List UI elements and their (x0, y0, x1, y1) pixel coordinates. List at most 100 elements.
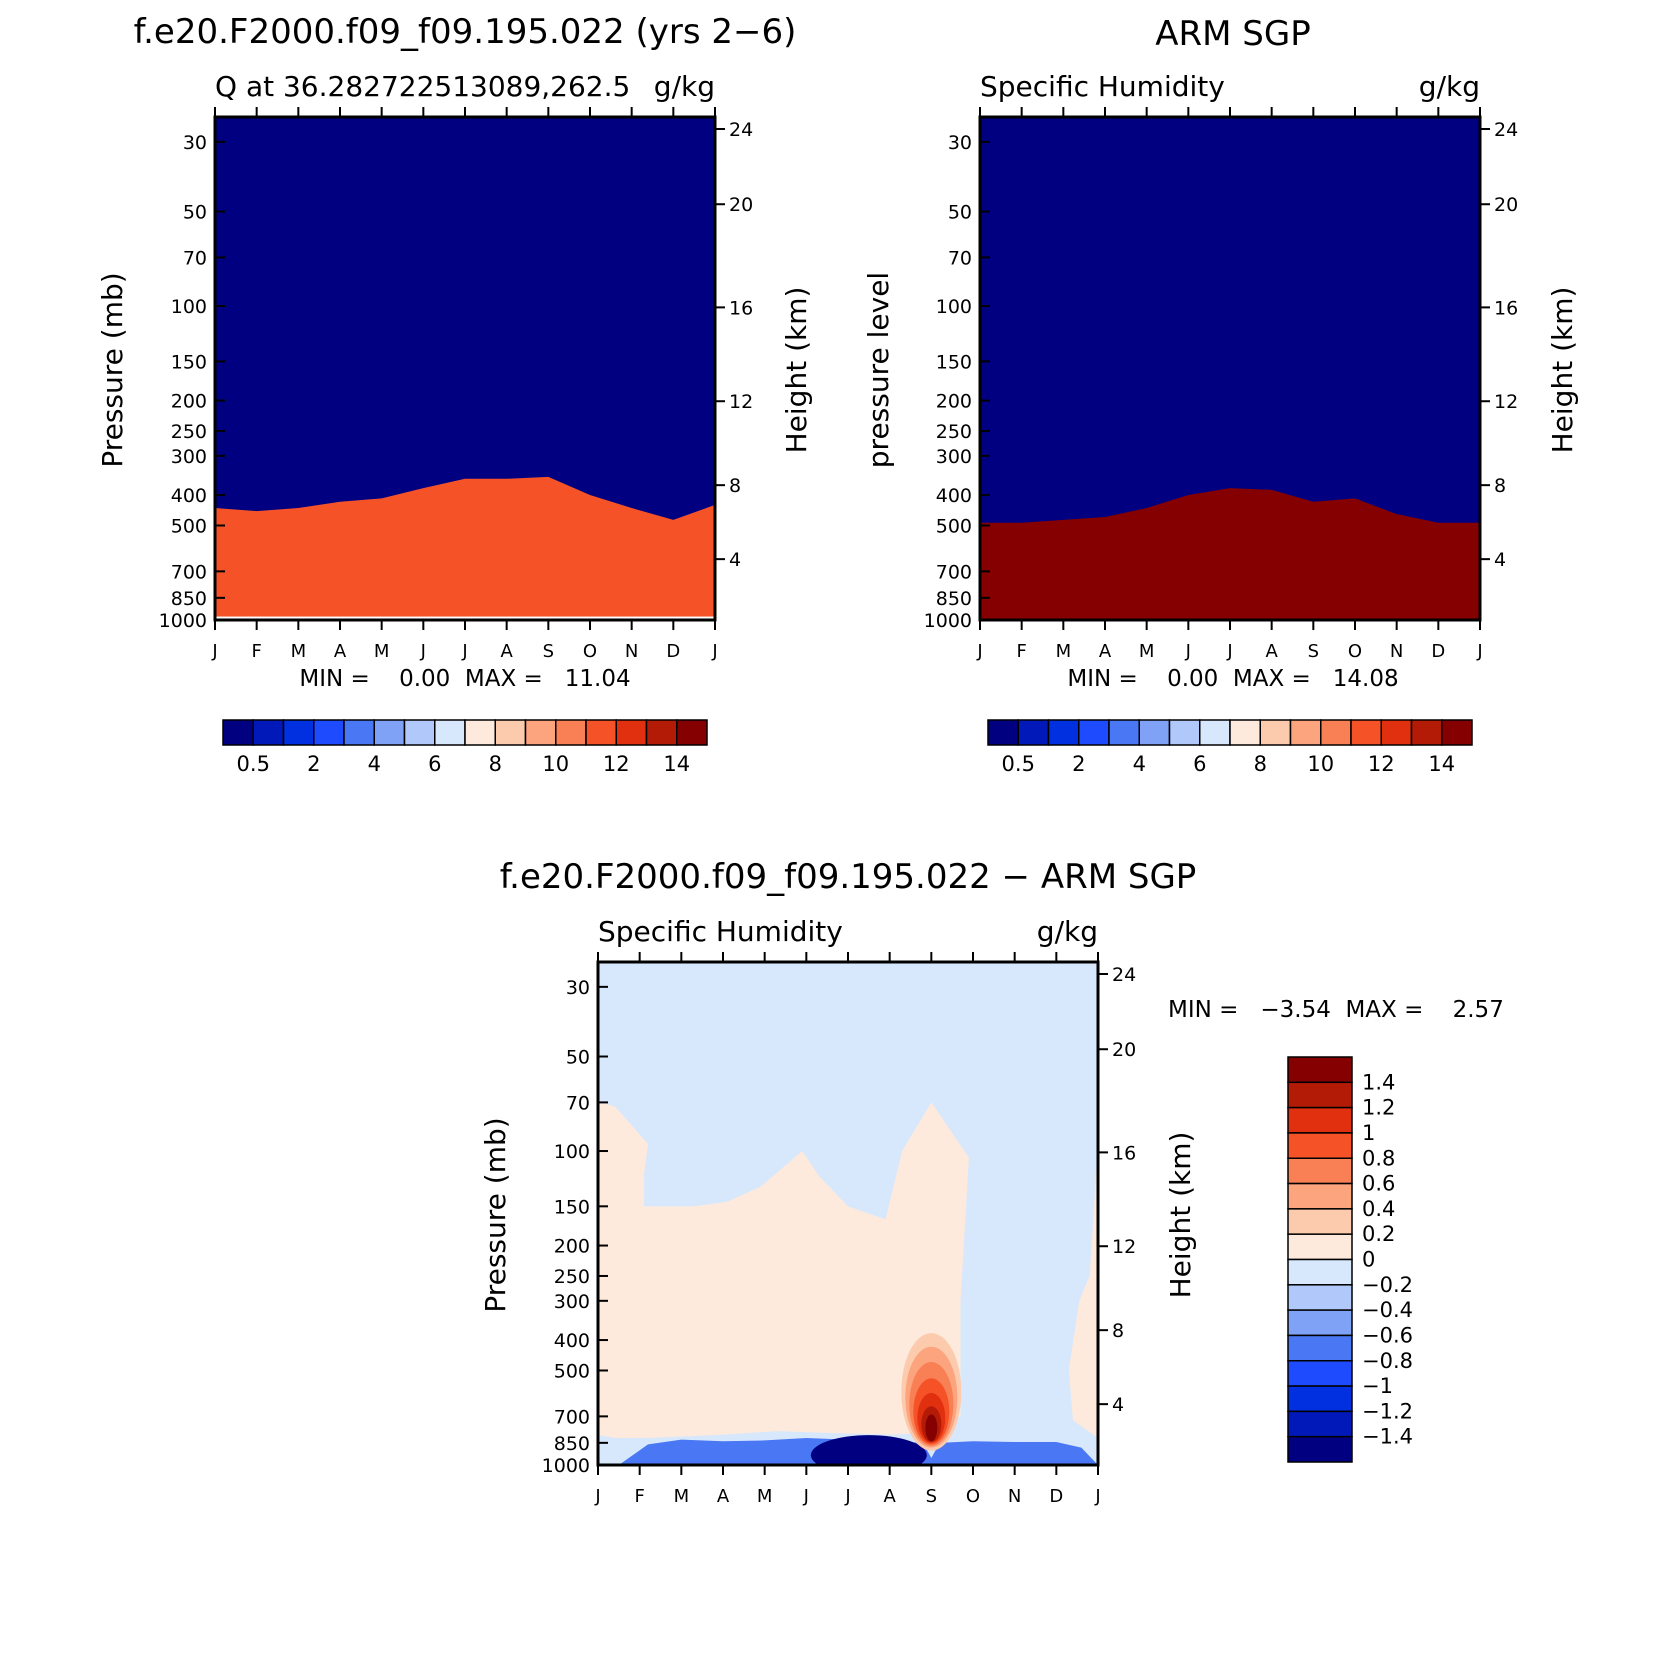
colorbar-label: 0.5 (237, 752, 270, 776)
colorbar-label: −0.4 (1362, 1298, 1413, 1322)
colorbar-swatch (222, 719, 254, 746)
x-tick-label: M (374, 641, 390, 662)
y2-tick-label: 20 (1494, 194, 1518, 216)
y-tick-label: 1000 (542, 1455, 590, 1477)
x-tick-label: O (583, 641, 597, 662)
x-tick-label: N (1390, 641, 1403, 662)
y2-tick-label: 12 (1494, 391, 1518, 413)
x-tick-label: J (1476, 641, 1482, 662)
y-tick-label: 400 (936, 485, 972, 507)
colorbar-swatch (1259, 719, 1292, 746)
x-tick-label: J (803, 1486, 809, 1507)
y2-tick-label: 12 (1112, 1236, 1136, 1258)
band-level (215, 476, 715, 620)
colorbar-swatch (282, 719, 315, 746)
band-positive (1068, 1144, 1098, 1438)
y-tick-label: 300 (171, 446, 207, 468)
x-tick-label: A (884, 1486, 897, 1507)
x-tick-label: J (1226, 641, 1232, 662)
y-tick-label: 150 (171, 351, 207, 373)
panel-title: f.e20.F2000.f09_f09.195.022 (yrs 2−6) (134, 12, 797, 52)
y2-tick-label: 4 (729, 549, 741, 571)
y-tick-label: 100 (171, 296, 207, 318)
colorbar-swatch (1199, 719, 1231, 746)
panel-title: f.e20.F2000.f09_f09.195.022 − ARM SGP (500, 857, 1197, 897)
y-tick-label: 300 (554, 1291, 590, 1313)
colorbar-label: 0.4 (1362, 1197, 1395, 1221)
colorbar-swatch (645, 719, 678, 746)
colorbar-label: 2 (1072, 752, 1085, 776)
x-tick-label: J (594, 1486, 600, 1507)
colorbar-swatch (1320, 719, 1352, 746)
colorbar-label: 0.8 (1362, 1146, 1395, 1170)
colorbar-swatch (1287, 1157, 1353, 1185)
colorbar-swatch (464, 719, 496, 746)
colorbar: 1.41.210.80.60.40.20−0.2−0.4−0.6−0.8−1−1… (1287, 1056, 1413, 1463)
colorbar-swatch (1287, 1106, 1353, 1134)
x-tick-label: S (926, 1486, 937, 1507)
colorbar-swatch (555, 719, 587, 746)
y-tick-label: 50 (183, 202, 207, 224)
x-tick-label: A (501, 641, 514, 662)
min-max-readout: MIN = −3.54 MAX = 2.57 (1168, 997, 1504, 1023)
colorbar-swatch (403, 719, 436, 746)
colorbar-label: −0.8 (1362, 1349, 1413, 1373)
colorbar-swatch (252, 719, 285, 746)
colorbar-label: 0.2 (1362, 1222, 1395, 1246)
colorbar-swatch (1287, 1258, 1353, 1286)
x-tick-label: J (1094, 1486, 1100, 1507)
y-tick-label: 400 (554, 1330, 590, 1352)
x-tick-label: D (666, 641, 680, 662)
colorbar: 0.5 2 4 6 8 10 12 14 (222, 719, 708, 776)
colorbar-swatch (1287, 1309, 1353, 1337)
right-subtitle: g/kg (1419, 70, 1480, 103)
colorbar-swatch (1441, 719, 1473, 746)
colorbar-swatch (1078, 719, 1110, 746)
colorbar: 0.5 2 4 6 8 10 12 14 (987, 719, 1473, 776)
colorbar-label: 0.5 (1002, 752, 1035, 776)
y-tick-label: 250 (554, 1266, 590, 1288)
min-max-readout: MIN = 0.00 MAX = 14.08 (1067, 666, 1398, 692)
y2-tick-label: 4 (1112, 1394, 1124, 1416)
colorbar-label: 2 (307, 752, 320, 776)
colorbar-label: −1.2 (1362, 1399, 1413, 1423)
y-tick-label: 50 (948, 202, 972, 224)
colorbar-label: 10 (542, 752, 569, 776)
colorbar-swatch (987, 719, 1019, 746)
x-tick-label: M (1056, 641, 1072, 662)
colorbar-swatch (676, 719, 708, 746)
colorbar-swatch (1168, 719, 1201, 746)
x-tick-label: O (966, 1486, 980, 1507)
colorbar-swatch (1350, 719, 1382, 746)
y2-tick-label: 8 (729, 475, 741, 497)
contour-fill (215, 117, 715, 620)
x-tick-label: N (1008, 1486, 1021, 1507)
x-tick-label: J (976, 641, 982, 662)
colorbar-label: 12 (1368, 752, 1395, 776)
colorbar-label: −0.2 (1362, 1273, 1413, 1297)
y-tick-label: 850 (171, 588, 207, 610)
contour-fill (980, 117, 1480, 620)
colorbar-swatch (1289, 719, 1322, 746)
colorbar-label: 1 (1362, 1121, 1375, 1145)
y2-axis-label: Height (km) (1546, 287, 1579, 454)
band-level (980, 117, 1480, 549)
colorbar-swatch (1287, 1132, 1353, 1159)
x-tick-label: A (334, 641, 347, 662)
y2-tick-label: 8 (1112, 1320, 1124, 1342)
y-tick-label: 250 (171, 421, 207, 443)
right-subtitle: g/kg (654, 70, 715, 103)
y-tick-label: 150 (936, 351, 972, 373)
colorbar-swatch (313, 719, 345, 746)
colorbar-label: −0.6 (1362, 1323, 1413, 1347)
colorbar-swatch (1287, 1233, 1353, 1261)
x-tick-label: A (1099, 641, 1112, 662)
colorbar-label: 8 (489, 752, 502, 776)
band-positive (598, 1102, 969, 1438)
y2-tick-label: 20 (729, 194, 753, 216)
y2-tick-label: 24 (1494, 119, 1518, 141)
x-tick-label: M (757, 1486, 773, 1507)
